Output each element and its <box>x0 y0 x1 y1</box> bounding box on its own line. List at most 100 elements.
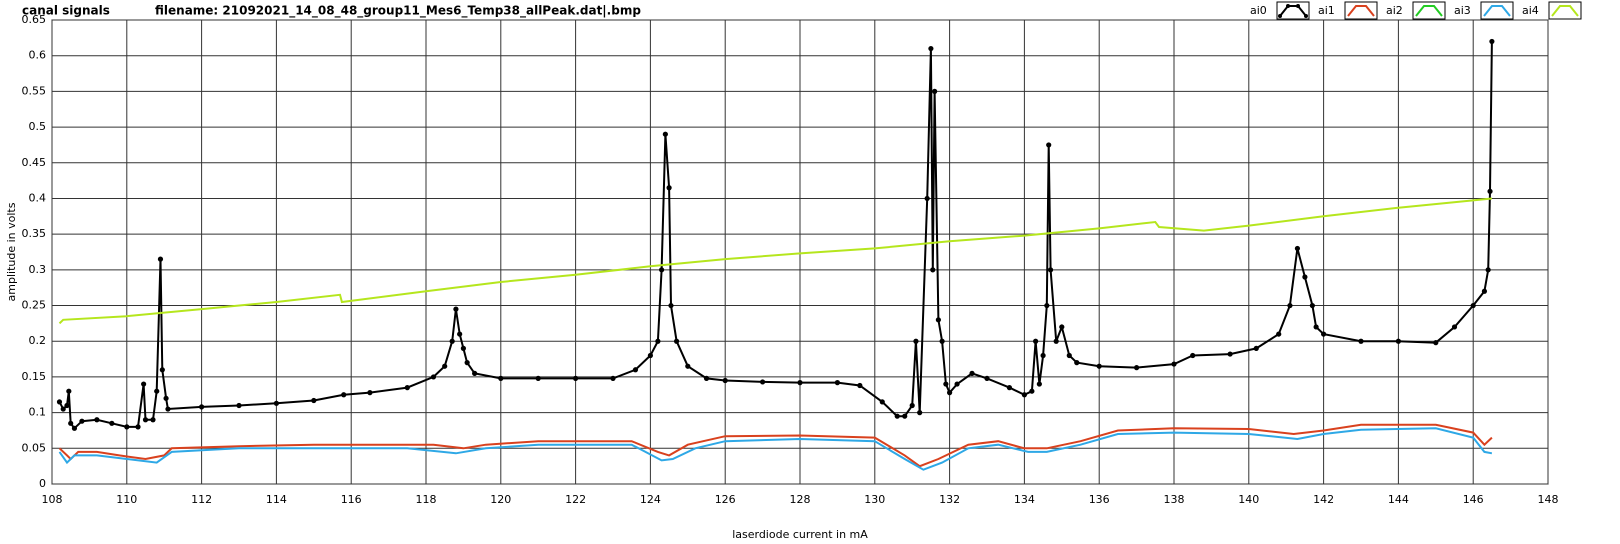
data-point <box>124 424 130 430</box>
x-tick-label: 118 <box>416 493 437 506</box>
data-point <box>1287 302 1293 309</box>
legend-label: ai2 <box>1386 4 1403 17</box>
data-point <box>453 306 459 312</box>
data-point <box>66 388 72 394</box>
data-point <box>1029 388 1035 394</box>
data-point <box>1066 352 1072 359</box>
data-point <box>943 381 949 387</box>
legend-swatch-box <box>1480 1 1514 20</box>
data-point <box>1044 302 1050 309</box>
x-tick-label: 112 <box>191 493 212 506</box>
x-tick-label: 132 <box>939 493 960 506</box>
data-point <box>647 352 654 359</box>
x-tick-label: 114 <box>266 493 287 506</box>
x-tick-label: 142 <box>1313 493 1334 506</box>
legend-label: ai1 <box>1318 4 1335 17</box>
y-tick-label: 0 <box>39 477 46 490</box>
x-tick-label: 126 <box>715 493 736 506</box>
data-point <box>464 360 470 366</box>
data-point <box>311 397 317 404</box>
data-point <box>1033 338 1039 344</box>
data-point <box>668 302 674 309</box>
data-point <box>722 377 728 384</box>
data-point <box>1096 363 1102 369</box>
chart-title: canal signals <box>22 4 110 18</box>
data-point <box>655 338 661 344</box>
y-tick-label: 0.6 <box>29 49 47 62</box>
data-point <box>1171 361 1177 367</box>
data-point <box>1485 267 1491 273</box>
legend-swatch-box <box>1548 1 1582 20</box>
data-point <box>632 367 639 373</box>
data-point <box>1036 381 1042 387</box>
data-point <box>150 417 156 423</box>
y-axis-label: amplitude in volts <box>5 202 18 301</box>
x-tick-label: 146 <box>1463 493 1484 506</box>
y-tick-label: 0.55 <box>22 84 47 97</box>
data-point <box>1276 331 1282 337</box>
data-point <box>984 375 990 381</box>
x-axis-label: laserdiode current in mA <box>732 528 868 541</box>
data-point <box>109 420 115 426</box>
data-point <box>932 88 938 94</box>
data-point <box>1433 340 1439 346</box>
data-point <box>610 375 616 381</box>
y-tick-label: 0.5 <box>29 120 47 133</box>
data-point <box>1313 324 1319 330</box>
data-point <box>1227 351 1233 357</box>
data-point <box>1481 288 1488 294</box>
data-point <box>68 420 74 426</box>
legend-swatch <box>1483 5 1511 17</box>
data-point <box>199 404 205 410</box>
data-point <box>457 331 463 337</box>
data-point <box>1190 352 1196 359</box>
data-point <box>760 379 766 385</box>
x-tick-label: 110 <box>116 493 137 506</box>
series-line <box>58 423 1493 468</box>
data-point <box>913 338 919 344</box>
data-point <box>94 417 100 423</box>
data-point <box>1451 324 1458 330</box>
legend-label: ai0 <box>1250 4 1267 17</box>
legend-marker <box>1304 14 1308 18</box>
y-tick-label: 0.15 <box>22 370 47 383</box>
data-point <box>236 402 242 409</box>
data-point <box>341 392 347 398</box>
series-line <box>58 427 1493 471</box>
data-point <box>135 424 141 430</box>
y-tick-label: 0.4 <box>29 191 47 204</box>
legend-marker <box>1286 4 1290 8</box>
data-point <box>1358 338 1364 344</box>
legend-swatch-box <box>1276 1 1310 20</box>
legend-marker <box>1278 14 1282 18</box>
data-point <box>1074 360 1080 366</box>
data-point <box>902 413 908 419</box>
x-tick-label: 136 <box>1089 493 1110 506</box>
x-tick-label: 140 <box>1238 493 1259 506</box>
data-point <box>142 417 149 423</box>
data-point <box>1470 302 1476 309</box>
data-point <box>1059 324 1065 330</box>
x-tick-label: 138 <box>1164 493 1185 506</box>
legend-label: ai4 <box>1522 4 1539 17</box>
x-tick-label: 134 <box>1014 493 1035 506</box>
data-point <box>460 345 466 351</box>
data-point <box>969 370 975 376</box>
x-tick-label: 148 <box>1538 493 1559 506</box>
data-point <box>685 363 691 369</box>
data-point <box>947 390 953 396</box>
data-point <box>449 338 455 344</box>
data-point <box>1321 331 1327 337</box>
data-point <box>1134 365 1140 371</box>
data-point <box>573 375 579 381</box>
data-point <box>141 381 147 387</box>
data-point <box>930 267 936 273</box>
data-point <box>1046 142 1052 148</box>
data-point <box>64 402 70 409</box>
data-point <box>1021 392 1027 398</box>
data-point <box>498 375 504 381</box>
x-tick-label: 130 <box>864 493 885 506</box>
legend-swatch-box <box>1412 1 1446 20</box>
data-point <box>1006 385 1013 391</box>
y-tick-label: 0.25 <box>22 299 47 312</box>
